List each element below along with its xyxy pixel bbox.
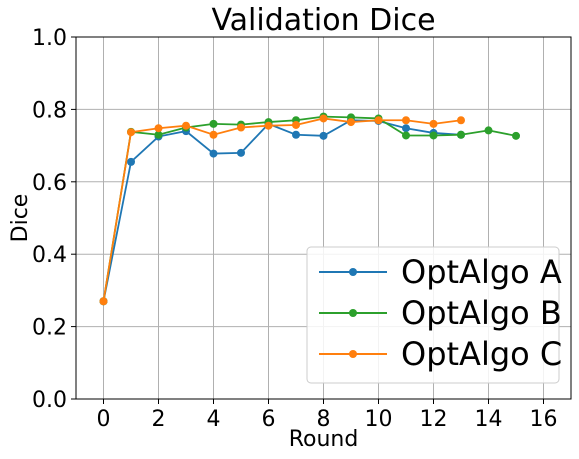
data-point bbox=[182, 121, 190, 130]
data-point bbox=[484, 126, 493, 135]
legend-item: OptAlgo C bbox=[319, 335, 562, 373]
data-point bbox=[402, 124, 410, 133]
data-point bbox=[154, 124, 163, 133]
chart-title: Validation Dice bbox=[211, 3, 435, 38]
grid bbox=[76, 36, 571, 400]
data-point bbox=[429, 119, 438, 128]
y-tick-label: 0.4 bbox=[32, 243, 67, 268]
data-point bbox=[319, 131, 328, 140]
data-point bbox=[209, 119, 218, 128]
data-point bbox=[237, 123, 245, 132]
data-point bbox=[209, 149, 218, 158]
legend-label: OptAlgo A bbox=[401, 253, 562, 291]
series-layer bbox=[99, 112, 520, 306]
data-point bbox=[292, 120, 300, 129]
x-tick-label: 16 bbox=[530, 407, 558, 432]
x-tick-label: 10 bbox=[365, 407, 393, 432]
y-tick-label: 0.0 bbox=[32, 388, 67, 413]
x-tick-label: 6 bbox=[262, 407, 276, 432]
x-tick-label: 8 bbox=[317, 407, 331, 432]
legend-item: OptAlgo B bbox=[319, 294, 562, 332]
data-point bbox=[127, 128, 135, 137]
series-line bbox=[102, 117, 462, 302]
legend-swatch-marker bbox=[349, 268, 357, 276]
data-point bbox=[512, 131, 520, 140]
x-tick-label: 14 bbox=[475, 407, 503, 432]
data-point bbox=[237, 148, 245, 157]
data-point bbox=[347, 118, 355, 127]
x-tick-label: 0 bbox=[97, 407, 111, 432]
series-line bbox=[102, 119, 462, 302]
x-tick-label: 4 bbox=[207, 407, 221, 432]
data-point bbox=[457, 130, 465, 139]
data-point bbox=[319, 114, 328, 123]
legend-swatch-marker bbox=[349, 350, 357, 358]
data-point bbox=[264, 121, 273, 130]
legend-box bbox=[306, 246, 560, 384]
legend-swatch-marker bbox=[349, 309, 357, 317]
data-point bbox=[457, 116, 465, 125]
legend-item: OptAlgo A bbox=[319, 253, 562, 291]
data-point bbox=[402, 116, 410, 125]
data-point bbox=[154, 130, 163, 139]
data-point bbox=[127, 157, 135, 166]
series-optalgo-c bbox=[99, 114, 465, 306]
x-tick-label: 2 bbox=[152, 407, 166, 432]
ticks: 0 2 4 6 8 10 12 14 16 0.0 0.2 0.4 0.6 0.8 1.0 bbox=[32, 26, 558, 432]
x-axis-label: Round bbox=[289, 427, 359, 452]
data-point bbox=[374, 116, 383, 125]
y-tick-label: 1.0 bbox=[32, 26, 67, 51]
data-point bbox=[209, 130, 218, 139]
data-point bbox=[402, 131, 410, 140]
data-point bbox=[292, 130, 300, 139]
y-tick-label: 0.2 bbox=[32, 316, 67, 341]
y-tick-label: 0.8 bbox=[32, 98, 67, 123]
legend-label: OptAlgo B bbox=[401, 294, 562, 332]
data-point bbox=[429, 131, 438, 140]
y-tick-label: 0.6 bbox=[32, 171, 67, 196]
data-point bbox=[99, 297, 108, 306]
y-axis-label: Dice bbox=[8, 194, 33, 243]
series-line bbox=[102, 115, 517, 302]
legend-label: OptAlgo C bbox=[401, 335, 562, 373]
x-tick-label: 12 bbox=[420, 407, 448, 432]
